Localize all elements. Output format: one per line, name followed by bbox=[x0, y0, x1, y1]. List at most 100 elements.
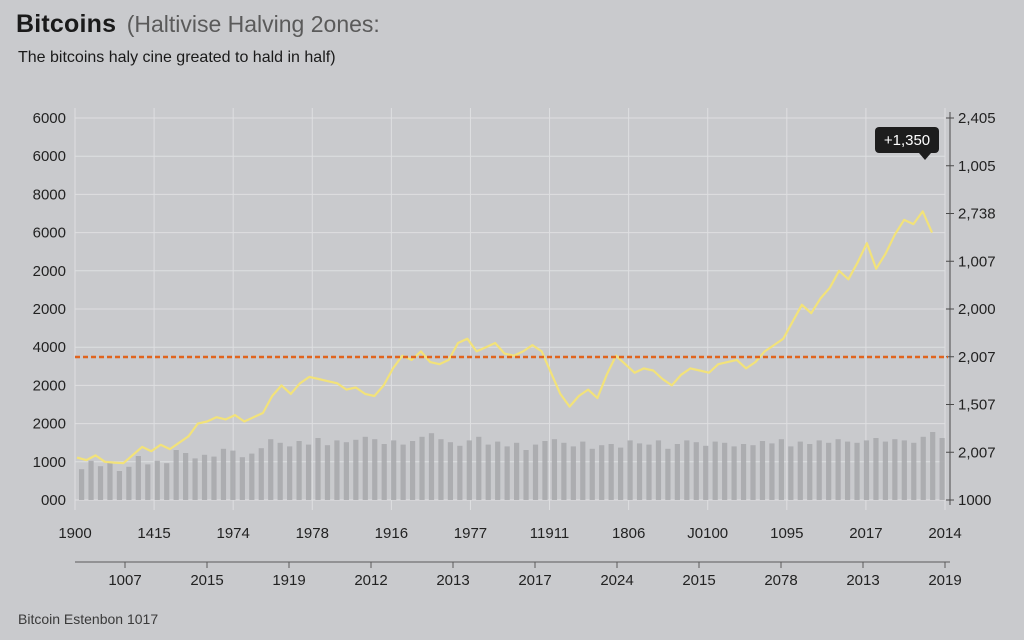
volume-bar bbox=[826, 442, 832, 500]
volume-bar bbox=[324, 445, 331, 500]
volume-bar bbox=[599, 445, 605, 500]
tooltip-box bbox=[875, 127, 939, 153]
x-axis-tick-label: 1806 bbox=[612, 525, 645, 542]
volume-bar bbox=[504, 446, 510, 500]
x-axis-secondary-tick-label: 2019 bbox=[928, 572, 961, 589]
tooltip-label: +1,350 bbox=[884, 132, 930, 149]
y-axis-tick-label-right: 1,005 bbox=[958, 158, 996, 175]
x-axis-secondary-tick-label: 2024 bbox=[600, 572, 633, 589]
volume-bar bbox=[201, 454, 208, 500]
volume-bar bbox=[183, 453, 189, 500]
x-axis-secondary-tick-label: 1919 bbox=[272, 572, 305, 589]
volume-bar bbox=[239, 457, 245, 500]
volume-bar bbox=[542, 441, 548, 500]
x-axis-tick-label: 1095 bbox=[770, 525, 803, 542]
volume-bar bbox=[315, 438, 321, 500]
volume-bar bbox=[154, 460, 160, 500]
volume-bar bbox=[523, 450, 529, 500]
volume-bar bbox=[608, 444, 614, 500]
volume-bar bbox=[684, 440, 690, 500]
volume-bar bbox=[930, 432, 936, 500]
volume-bar bbox=[750, 445, 756, 500]
volume-bar bbox=[126, 466, 132, 500]
volume-bar bbox=[372, 439, 378, 500]
y-axis-tick-label-left: 2000 bbox=[33, 416, 66, 433]
x-axis-secondary-tick-label: 2015 bbox=[682, 572, 715, 589]
volume-bar bbox=[296, 441, 302, 500]
volume-bar bbox=[854, 442, 860, 500]
y-axis-tick-label-right: 1,007 bbox=[958, 253, 996, 270]
volume-bar bbox=[428, 433, 435, 500]
volume-bar bbox=[343, 442, 349, 500]
volume-bar bbox=[920, 436, 926, 500]
y-axis-tick-label-left: 6000 bbox=[33, 148, 66, 165]
volume-bar bbox=[551, 439, 558, 500]
y-axis-tick-label-left: 2000 bbox=[33, 377, 66, 394]
x-axis-secondary-tick-label: 2013 bbox=[436, 572, 469, 589]
volume-bar bbox=[807, 444, 813, 500]
x-axis-tick-label: 11911 bbox=[530, 525, 570, 542]
volume-bar bbox=[466, 440, 472, 500]
volume-bar bbox=[476, 436, 482, 500]
x-axis-tick-label: 1916 bbox=[375, 525, 408, 542]
volume-bar bbox=[835, 439, 841, 500]
volume-bar bbox=[532, 444, 539, 500]
x-axis-tick-label: 2014 bbox=[928, 525, 961, 542]
volume-bar bbox=[447, 442, 454, 500]
volume-bar bbox=[135, 456, 141, 500]
volume-bar bbox=[305, 444, 312, 500]
volume-bar bbox=[759, 441, 766, 500]
volume-bar bbox=[712, 441, 718, 500]
volume-bar bbox=[249, 453, 255, 500]
y-axis-tick-label-left: 4000 bbox=[33, 339, 66, 356]
volume-bar bbox=[514, 442, 520, 500]
volume-bar bbox=[882, 441, 889, 500]
volume-bar bbox=[400, 444, 406, 500]
volume-bar bbox=[192, 458, 198, 500]
y-axis-tick-label-right: 2,007 bbox=[958, 349, 996, 366]
x-axis-secondary-tick-label: 2017 bbox=[518, 572, 551, 589]
volume-bar bbox=[674, 444, 680, 500]
y-axis-tick-label-right: 1000 bbox=[958, 492, 991, 509]
volume-bar bbox=[97, 466, 104, 500]
volume-bar bbox=[277, 442, 283, 500]
tooltip-pointer bbox=[919, 153, 931, 160]
volume-bar bbox=[939, 438, 945, 500]
x-axis-tick-label: 1977 bbox=[454, 525, 487, 542]
volume-bar bbox=[145, 464, 151, 500]
volume-bar bbox=[79, 469, 85, 500]
volume-bar bbox=[230, 450, 236, 500]
chart-subtitle: The bitcoins haly cine greated to hald i… bbox=[18, 49, 336, 66]
x-axis-tick-label: 1415 bbox=[137, 525, 170, 542]
annotation-tooltip: +1,350 bbox=[875, 127, 939, 160]
volume-bar bbox=[627, 440, 633, 500]
volume-bar bbox=[873, 438, 879, 500]
x-axis-tick-label: 2017 bbox=[849, 525, 882, 542]
volume-bar bbox=[334, 440, 340, 500]
volume-bar bbox=[419, 436, 425, 500]
volume-bar bbox=[173, 450, 179, 500]
volume-bar bbox=[409, 441, 416, 500]
x-axis-tick-label: 1974 bbox=[216, 525, 249, 542]
y-axis-tick-label-left: 2000 bbox=[33, 301, 66, 318]
x-axis-tick-label: 1900 bbox=[58, 525, 91, 542]
volume-bar bbox=[769, 443, 775, 500]
y-axis-tick-label-left: 6000 bbox=[33, 225, 66, 242]
volume-bar bbox=[778, 439, 784, 500]
volume-bar bbox=[589, 448, 595, 500]
volume-bar bbox=[438, 439, 444, 500]
y-axis-tick-label-right: 2,738 bbox=[958, 206, 996, 223]
volume-bar bbox=[618, 447, 624, 500]
volume-bar bbox=[107, 462, 113, 500]
volume-bar bbox=[863, 440, 870, 500]
volume-bar bbox=[693, 442, 699, 500]
y-axis-tick-label-left: 000 bbox=[41, 492, 66, 509]
volume-bar bbox=[381, 444, 387, 500]
volume-bar bbox=[495, 441, 501, 500]
x-axis-tick-label: 1978 bbox=[296, 525, 329, 542]
y-axis-tick-label-right: 2,405 bbox=[958, 110, 996, 127]
chart-title-suffix: (Haltivise Halving 2ones: bbox=[126, 11, 380, 37]
chart-title: Bitcoins (Haltivise Halving 2ones: bbox=[16, 10, 380, 39]
volume-bar bbox=[911, 442, 917, 500]
